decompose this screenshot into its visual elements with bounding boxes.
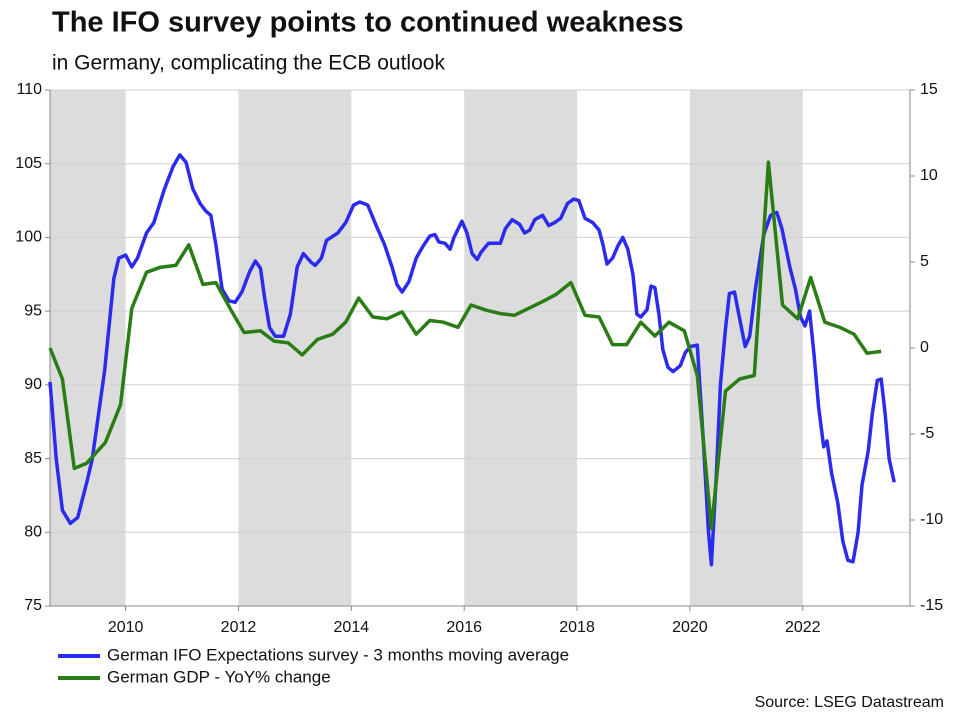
y-tick-label: 85 bbox=[24, 450, 42, 467]
y2-tick-label: 10 bbox=[920, 167, 938, 184]
x-tick-label: 2014 bbox=[334, 619, 370, 636]
y-tick-label: 80 bbox=[24, 524, 42, 541]
source: Source: LSEG Datastream bbox=[755, 694, 944, 711]
y-tick-label: 105 bbox=[15, 155, 42, 172]
series-line bbox=[48, 153, 896, 567]
y2-tick-label: -5 bbox=[920, 425, 934, 442]
y-tick-label: 100 bbox=[15, 229, 42, 246]
x-tick-label: 2010 bbox=[108, 619, 144, 636]
x-tick-label: 2018 bbox=[559, 619, 595, 636]
series-line bbox=[48, 160, 882, 531]
x-tick-label: 2022 bbox=[785, 619, 821, 636]
chart-subtitle: in Germany, complicating the ECB outlook bbox=[52, 52, 445, 75]
x-tick-label: 2016 bbox=[446, 619, 482, 636]
y-tick-label: 95 bbox=[24, 302, 42, 319]
y2-tick-label: -10 bbox=[920, 511, 943, 528]
chart-title: The IFO survey points to continued weakn… bbox=[52, 7, 684, 39]
shaded-period bbox=[464, 90, 578, 606]
legend-label: German GDP - YoY% change bbox=[107, 667, 331, 686]
y-tick-label: 110 bbox=[16, 81, 42, 98]
legend-label: German IFO Expectations survey - 3 month… bbox=[107, 645, 569, 664]
shaded-period bbox=[50, 90, 126, 606]
x-tick-label: 2020 bbox=[672, 619, 708, 636]
y-tick-label: 90 bbox=[24, 376, 42, 393]
y2-tick-label: -15 bbox=[920, 597, 943, 614]
y2-tick-label: 0 bbox=[920, 339, 929, 356]
y-tick-label: 75 bbox=[24, 597, 42, 614]
y2-tick-label: 15 bbox=[920, 81, 938, 98]
x-tick-label: 2012 bbox=[221, 619, 257, 636]
y2-tick-label: 5 bbox=[920, 253, 929, 270]
